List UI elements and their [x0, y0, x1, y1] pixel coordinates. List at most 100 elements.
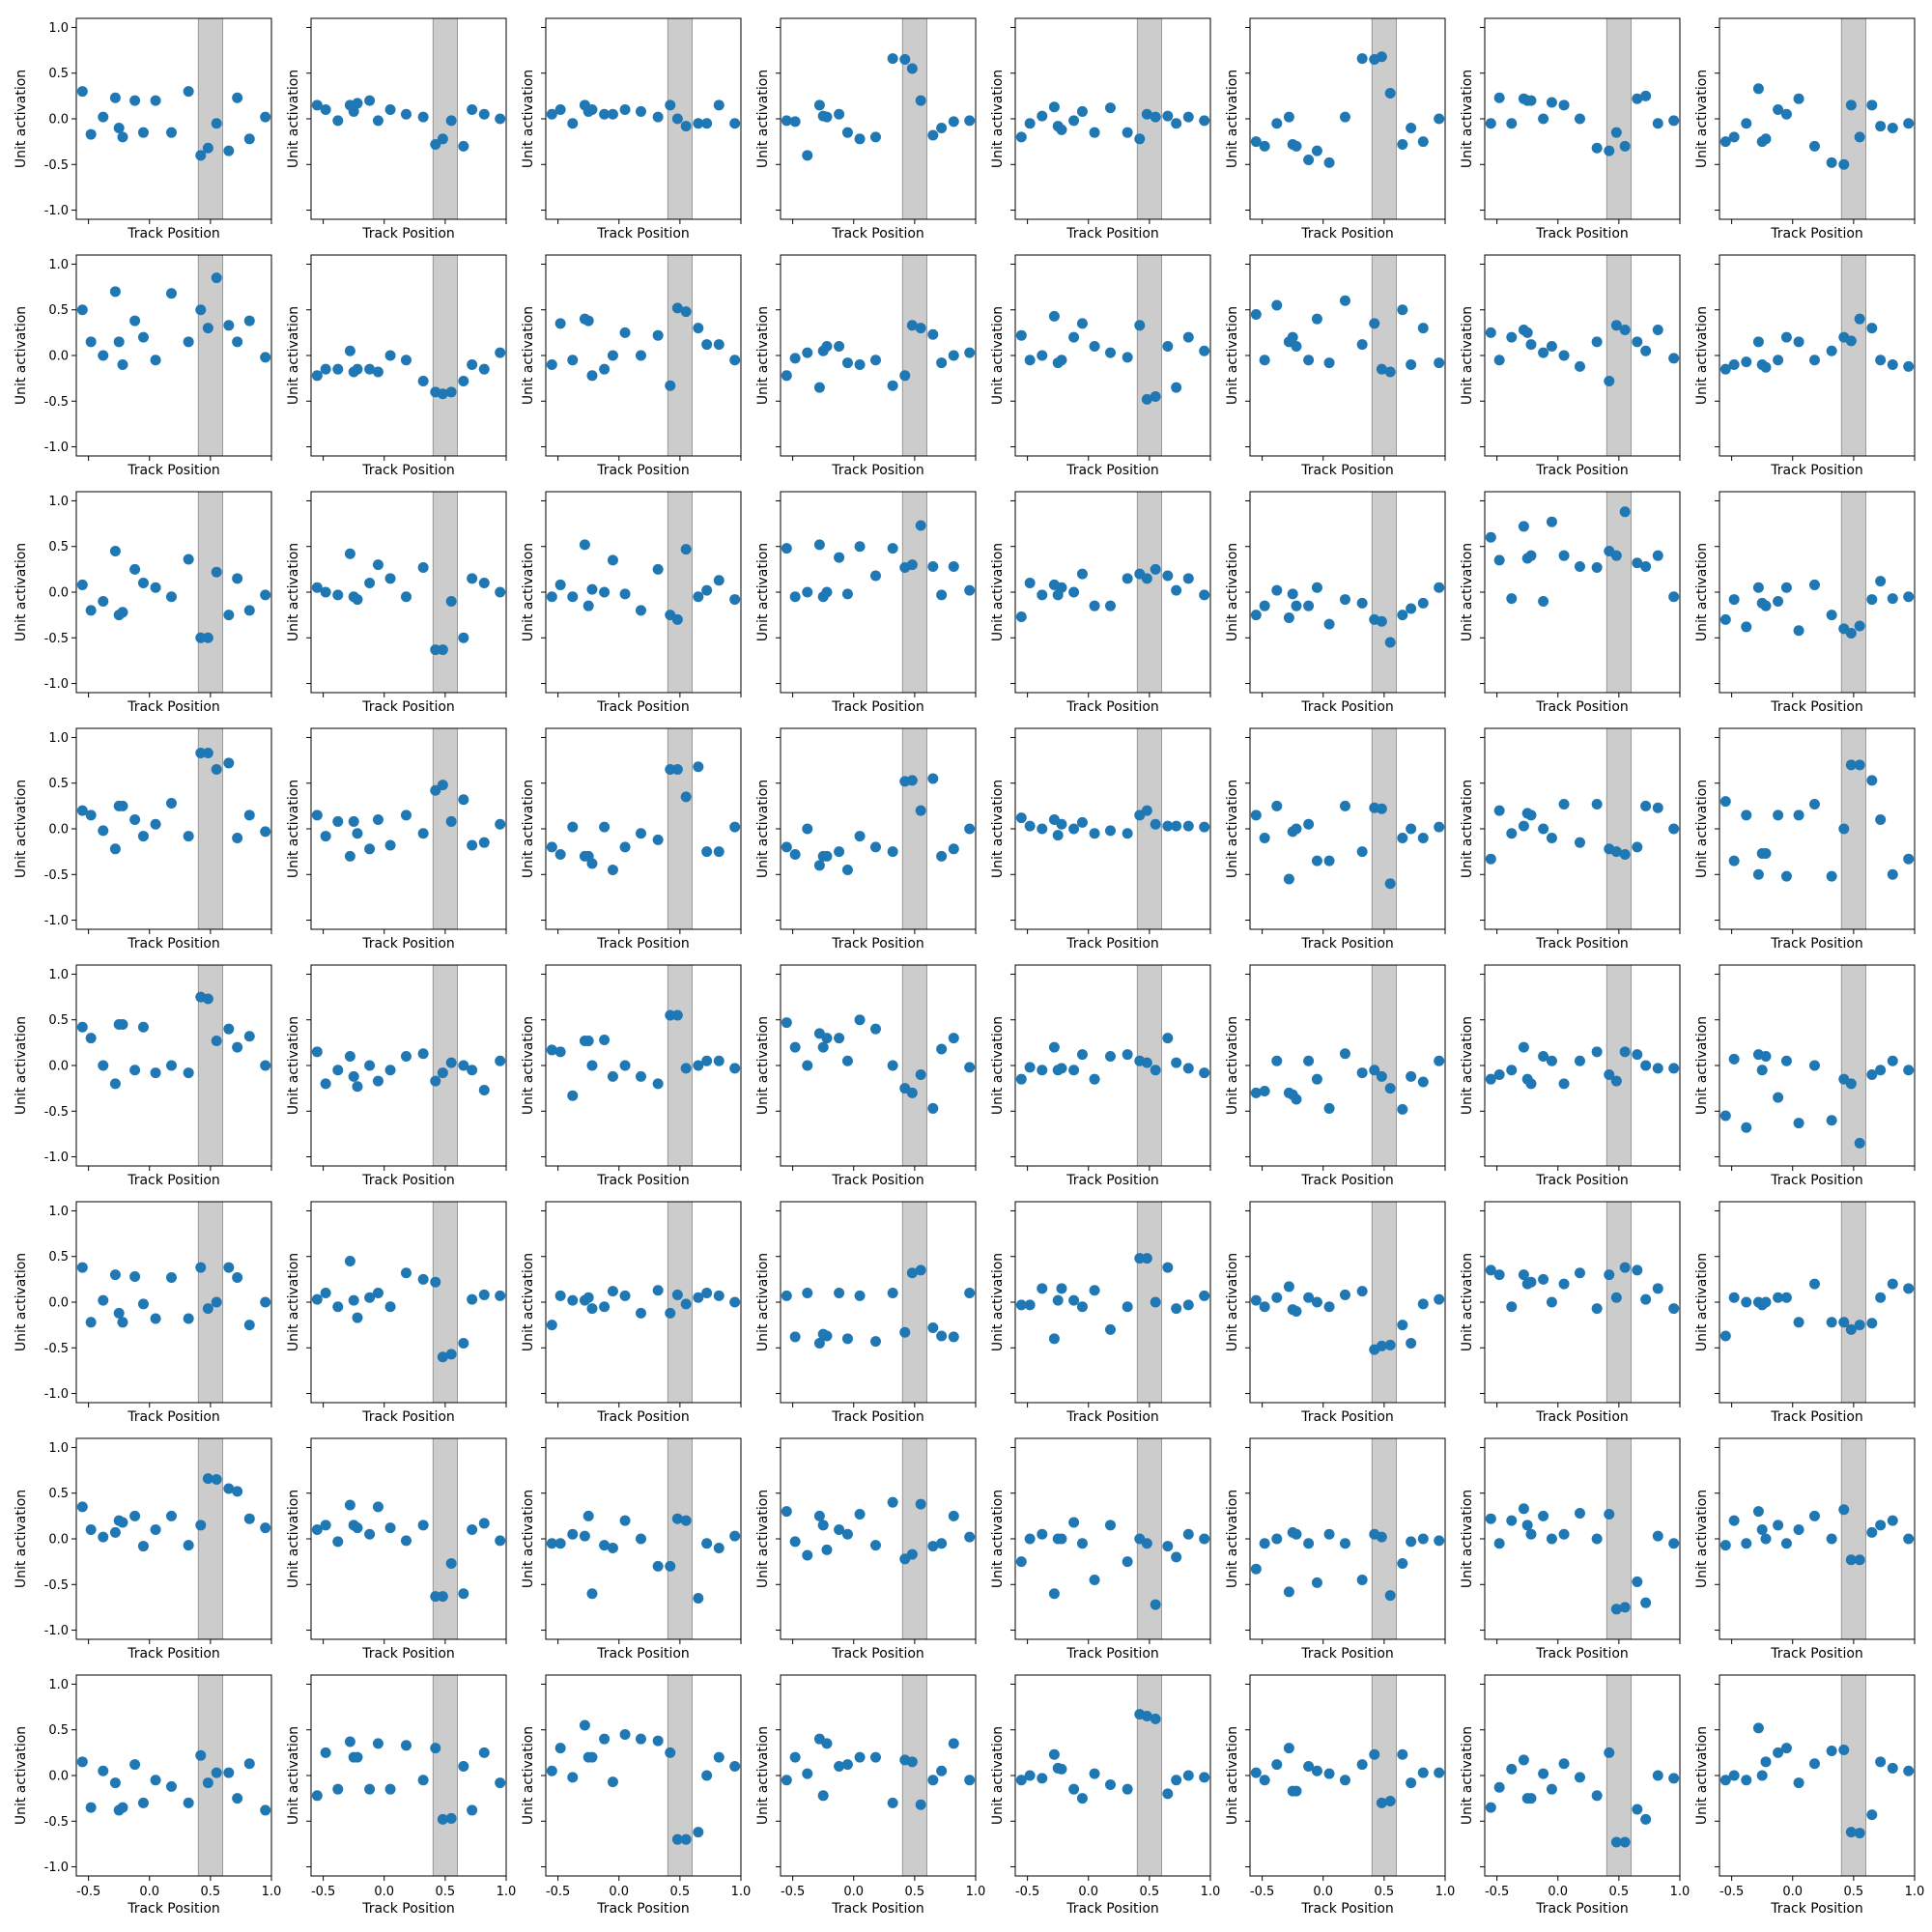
data-point	[1068, 1517, 1080, 1528]
data-point	[781, 841, 792, 853]
y-axis-label: Unit activation	[521, 780, 536, 878]
y-tick-label: -1.0	[44, 204, 69, 218]
data-point	[599, 1035, 611, 1046]
data-point	[320, 586, 331, 598]
data-point	[1591, 142, 1603, 154]
data-point	[665, 1009, 676, 1021]
data-point	[1518, 1041, 1529, 1053]
data-point	[1283, 611, 1294, 623]
shaded-band	[1605, 727, 1632, 930]
data-point	[599, 1301, 611, 1313]
panel-r1-c7: Track Position Unit activation	[1460, 17, 1681, 242]
x-tick-label: 0.0	[139, 1885, 159, 1899]
data-point	[1866, 1068, 1878, 1080]
data-point	[467, 358, 478, 370]
y-tick-label: -1.0	[44, 1861, 69, 1875]
data-point	[1024, 355, 1036, 366]
data-point	[1056, 355, 1067, 366]
x-axis-label: Track Position	[361, 1173, 455, 1188]
data-point	[1056, 1063, 1067, 1074]
data-point	[1076, 105, 1088, 117]
data-point	[150, 1775, 161, 1786]
data-point	[1493, 1538, 1505, 1549]
data-point	[607, 1070, 618, 1082]
data-point	[1574, 113, 1585, 125]
data-point	[729, 1063, 741, 1074]
data-point	[129, 95, 141, 106]
data-point	[1417, 832, 1429, 843]
data-point	[567, 821, 579, 833]
shaded-band	[1371, 1674, 1397, 1877]
data-point	[781, 1506, 792, 1518]
data-point	[1104, 825, 1116, 837]
y-axis-label: Unit activation	[1694, 780, 1710, 878]
data-point	[1610, 846, 1622, 858]
data-point	[320, 1078, 331, 1090]
data-point	[1182, 573, 1194, 584]
data-point	[887, 1496, 898, 1508]
x-axis-label: Track Position	[127, 936, 220, 952]
data-point	[1323, 1528, 1335, 1540]
data-point	[1376, 803, 1387, 814]
data-point	[1574, 561, 1585, 573]
y-axis-label: Unit activation	[1460, 780, 1475, 878]
x-tick-label: 0.5	[1375, 1885, 1395, 1899]
data-point	[195, 632, 207, 643]
data-point	[813, 539, 825, 551]
data-point	[713, 846, 724, 858]
axes-frame	[780, 17, 977, 220]
x-axis-label: Track Position	[1065, 1409, 1159, 1425]
x-axis-label: Track Position	[831, 226, 924, 242]
data-point	[1171, 1551, 1182, 1563]
data-point	[619, 1728, 631, 1740]
data-point	[384, 1065, 396, 1076]
x-axis-label: Track Position	[1300, 463, 1394, 478]
data-point	[417, 1273, 429, 1285]
data-point	[1652, 1530, 1663, 1542]
data-point	[869, 570, 881, 582]
data-point	[586, 583, 598, 595]
data-point	[76, 1262, 88, 1273]
data-point	[936, 1043, 948, 1055]
data-point	[915, 323, 926, 334]
y-axis-label: Unit activation	[14, 543, 29, 641]
data-point	[1406, 122, 1417, 133]
y-tick-label: -0.5	[44, 868, 69, 883]
axes-frame	[780, 1201, 977, 1404]
data-point	[1150, 1065, 1161, 1076]
x-axis-label: Track Position	[831, 1409, 924, 1425]
data-point	[76, 579, 88, 590]
data-point	[400, 1267, 412, 1279]
data-point	[1271, 584, 1283, 596]
data-point	[1037, 1283, 1048, 1294]
y-axis-label: Unit activation	[521, 306, 536, 405]
data-point	[1323, 1768, 1335, 1779]
data-point	[1068, 115, 1080, 127]
data-point	[671, 1289, 683, 1300]
data-point	[887, 1288, 898, 1299]
data-point	[1141, 393, 1152, 405]
data-point	[1356, 1067, 1368, 1079]
data-point	[1845, 335, 1857, 347]
data-point	[1287, 331, 1298, 343]
data-point	[1303, 818, 1315, 830]
data-point	[1291, 823, 1302, 835]
data-point	[352, 828, 363, 839]
data-point	[232, 832, 243, 843]
data-point	[599, 1540, 611, 1551]
data-point	[1793, 810, 1804, 821]
data-point	[495, 347, 506, 358]
panel-r7-c3: Track Position Unit activation	[521, 1437, 742, 1662]
data-point	[1015, 131, 1027, 143]
data-point	[964, 347, 976, 358]
data-point	[701, 1770, 713, 1781]
data-point	[1773, 104, 1784, 116]
data-point	[1376, 1070, 1387, 1082]
data-point	[1397, 1558, 1408, 1570]
data-point	[85, 1802, 97, 1813]
data-point	[671, 113, 683, 125]
data-point	[1808, 355, 1820, 366]
data-point	[1122, 352, 1133, 363]
x-tick-label: 0.5	[201, 1885, 221, 1899]
x-axis-label: Track Position	[1535, 1173, 1629, 1188]
